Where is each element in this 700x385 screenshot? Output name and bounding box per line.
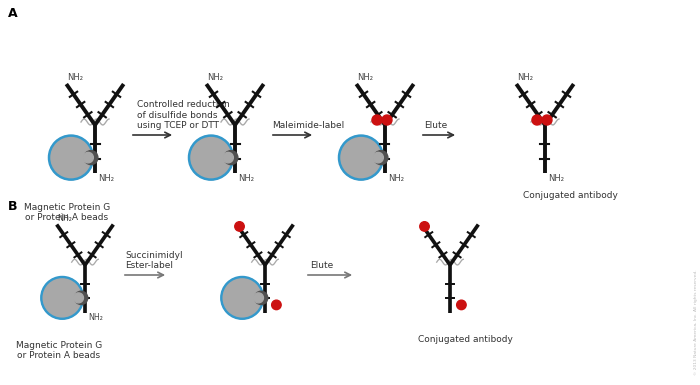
Circle shape xyxy=(224,151,238,165)
Circle shape xyxy=(221,277,263,319)
Text: Magnetic Protein G
or Protein A beads: Magnetic Protein G or Protein A beads xyxy=(24,203,110,223)
Circle shape xyxy=(372,115,382,125)
Text: © 2013 Nature America, Inc. All rights reserved.: © 2013 Nature America, Inc. All rights r… xyxy=(694,270,698,375)
Circle shape xyxy=(74,293,83,303)
Circle shape xyxy=(456,300,466,310)
Text: B: B xyxy=(8,200,18,213)
Text: NH₂: NH₂ xyxy=(57,214,73,223)
Text: Elute: Elute xyxy=(310,261,333,270)
Text: Conjugated antibody: Conjugated antibody xyxy=(523,191,617,200)
Circle shape xyxy=(373,152,384,163)
Circle shape xyxy=(339,136,383,179)
Text: NH₂: NH₂ xyxy=(88,313,103,323)
Circle shape xyxy=(253,293,263,303)
Circle shape xyxy=(382,115,392,125)
Text: Magnetic Protein G
or Protein A beads: Magnetic Protein G or Protein A beads xyxy=(16,340,102,360)
Text: A: A xyxy=(8,7,18,20)
Text: Conjugated antibody: Conjugated antibody xyxy=(418,335,512,343)
Text: NH₂: NH₂ xyxy=(548,174,564,183)
Circle shape xyxy=(84,151,98,165)
Text: Succinimidyl
Ester-label: Succinimidyl Ester-label xyxy=(125,251,183,270)
Circle shape xyxy=(542,115,552,125)
Text: NH₂: NH₂ xyxy=(357,73,373,82)
Circle shape xyxy=(83,152,93,163)
Circle shape xyxy=(49,136,93,179)
Text: Elute: Elute xyxy=(424,121,447,130)
Circle shape xyxy=(189,136,233,179)
Circle shape xyxy=(532,115,542,125)
Circle shape xyxy=(41,277,83,319)
Circle shape xyxy=(223,152,233,163)
Text: Maleimide-label: Maleimide-label xyxy=(272,121,344,130)
Text: NH₂: NH₂ xyxy=(207,73,223,82)
Text: NH₂: NH₂ xyxy=(98,174,114,183)
Text: NH₂: NH₂ xyxy=(388,174,404,183)
Text: NH₂: NH₂ xyxy=(238,174,254,183)
Circle shape xyxy=(374,151,388,165)
Text: NH₂: NH₂ xyxy=(517,73,533,82)
Circle shape xyxy=(420,222,429,231)
Text: NH₂: NH₂ xyxy=(67,73,83,82)
Circle shape xyxy=(74,291,88,305)
Circle shape xyxy=(272,300,281,310)
Circle shape xyxy=(234,222,244,231)
Circle shape xyxy=(255,291,268,305)
Text: Controlled reduction
of disulfide bonds
using TCEP or DTT: Controlled reduction of disulfide bonds … xyxy=(137,100,230,130)
